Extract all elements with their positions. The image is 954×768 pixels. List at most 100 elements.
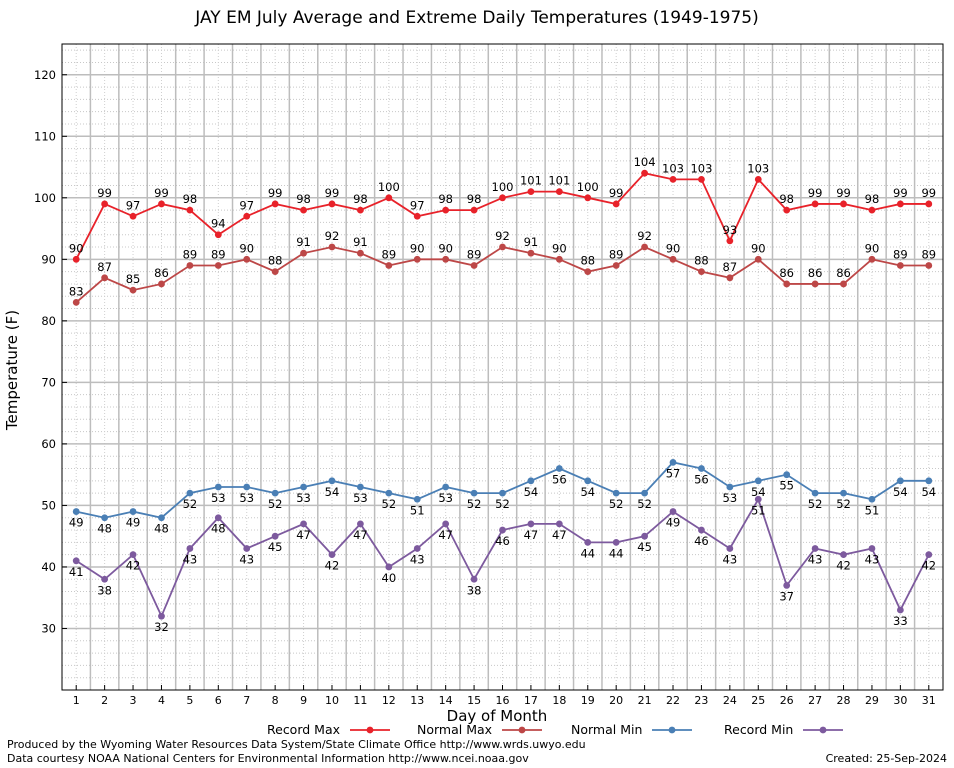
record-min-point (442, 520, 450, 528)
record-min-point (499, 526, 506, 534)
record-min-data-label: 47 (524, 528, 539, 542)
normal-min-point (754, 477, 762, 485)
record-max-point (641, 169, 648, 177)
record-min-point (783, 582, 791, 589)
normal-max-point (243, 255, 251, 263)
normal-max-data-label: 89 (609, 247, 624, 261)
normal-max-point (925, 262, 933, 269)
record-max-data-label: 104 (634, 155, 656, 169)
record-max-point (214, 231, 222, 239)
x-tick-label: 9 (300, 694, 307, 707)
y-tick-label: 40 (41, 560, 56, 574)
record-max-data-label: 97 (239, 198, 254, 212)
normal-min-data-label: 53 (296, 491, 311, 505)
record-min-data-label: 38 (97, 583, 112, 597)
footer-line-data: Data courtesy NOAA National Centers for … (7, 752, 529, 765)
x-tick-label: 20 (609, 694, 623, 707)
normal-max-point (357, 249, 364, 257)
record-max-point (868, 206, 876, 214)
normal-min-data-label: 53 (239, 491, 254, 505)
legend-item-record-min: Record Min (724, 722, 845, 737)
normal-max-data-label: 88 (268, 254, 283, 268)
normal-max-point (300, 249, 307, 257)
record-max-point (783, 206, 791, 214)
normal-min-data-label: 52 (609, 497, 624, 511)
normal-min-point (641, 489, 648, 497)
normal-max-data-label: 90 (552, 241, 567, 255)
legend: Record Max Normal Max Normal Min Record Min (0, 722, 954, 738)
normal-max-point (527, 249, 535, 257)
record-min-point (726, 545, 734, 552)
record-max-data-label: 98 (353, 192, 368, 206)
record-min-data-label: 40 (382, 571, 397, 585)
record-min-data-label: 38 (467, 583, 482, 597)
x-tick-label: 31 (922, 694, 936, 707)
record-max-point (698, 175, 705, 183)
record-max-point (726, 237, 734, 245)
x-tick-label: 30 (893, 694, 907, 707)
x-tick-label: 6 (215, 694, 222, 707)
record-max-point (584, 194, 592, 202)
record-max-point (186, 206, 194, 214)
legend-label: Record Min (724, 722, 794, 737)
record-max-data-label: 101 (548, 174, 570, 188)
record-min-data-label: 42 (921, 559, 936, 573)
record-min-data-label: 47 (353, 528, 368, 542)
record-min-point (271, 532, 279, 540)
record-max-point (499, 194, 506, 202)
record-min-point (101, 575, 109, 583)
record-max-data-label: 98 (438, 192, 453, 206)
x-tick-label: 8 (272, 694, 279, 707)
record-min-data-label: 45 (268, 540, 283, 554)
record-min-point (669, 508, 677, 515)
normal-max-point (328, 243, 336, 251)
normal-min-point (158, 514, 165, 522)
normal-min-data-label: 54 (751, 485, 766, 499)
x-tick-label: 16 (496, 694, 510, 707)
record-max-point (555, 188, 563, 196)
normal-min-point (129, 508, 137, 515)
chart-title: JAY EM July Average and Extreme Daily Te… (195, 8, 759, 28)
normal-min-data-label: 48 (97, 522, 112, 536)
record-max-data-label: 101 (520, 174, 542, 188)
normal-min-data-label: 52 (467, 497, 482, 511)
record-max-data-label: 98 (183, 192, 198, 206)
normal-max-data-label: 92 (325, 229, 340, 243)
record-min-data-label: 47 (296, 528, 311, 542)
record-min-data-label: 32 (154, 620, 169, 634)
x-tick-label: 22 (666, 694, 680, 707)
x-tick-label: 26 (780, 694, 794, 707)
x-tick-label: 29 (865, 694, 879, 707)
normal-min-point (527, 477, 535, 485)
minor-grid (62, 44, 943, 690)
x-tick-label: 11 (353, 694, 367, 707)
record-max-data-label: 99 (97, 186, 112, 200)
normal-min-point (868, 495, 876, 503)
normal-min-point (811, 489, 819, 497)
legend-label: Normal Max (417, 722, 493, 737)
normal-max-data-label: 90 (865, 241, 880, 255)
record-min-data-label: 43 (865, 552, 880, 566)
record-min-data-label: 37 (779, 589, 794, 603)
x-tick-label: 24 (723, 694, 737, 707)
record-min-point (129, 551, 137, 559)
normal-min-data-label: 51 (410, 503, 425, 517)
normal-min-data-label: 54 (893, 485, 908, 499)
normal-min-point (896, 477, 904, 485)
legend-label: Normal Min (571, 722, 643, 737)
normal-min-data-label: 52 (836, 497, 851, 511)
major-grid (62, 44, 943, 690)
y-tick-label: 80 (41, 314, 56, 328)
normal-max-point (641, 243, 648, 251)
record-min-data-label: 43 (808, 552, 823, 566)
y-tick-label: 70 (41, 375, 56, 389)
record-max-data-label: 100 (378, 180, 400, 194)
record-max-data-label: 103 (662, 161, 684, 175)
x-tick-label: 14 (439, 694, 453, 707)
normal-max-point (413, 255, 421, 263)
normal-max-point (385, 262, 393, 269)
legend-swatch-marker (366, 726, 374, 733)
legend-swatch (803, 726, 844, 733)
normal-max-point (669, 255, 677, 263)
